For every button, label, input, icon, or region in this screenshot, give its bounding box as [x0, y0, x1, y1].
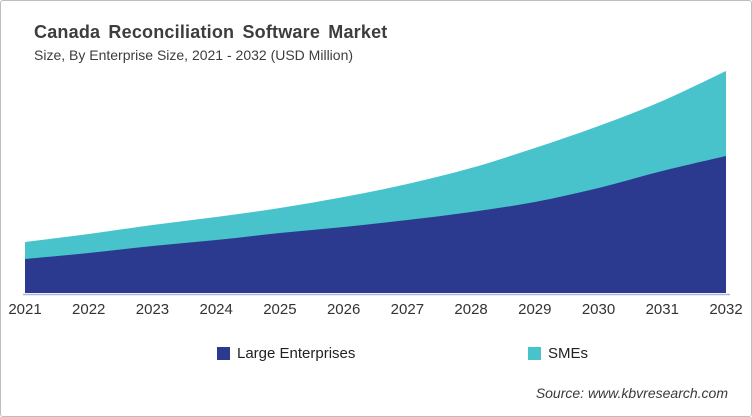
x-tick-label: 2027 — [390, 301, 425, 318]
x-tick-label: 2029 — [518, 301, 552, 318]
source-attribution: Source: www.kbvresearch.com — [535, 385, 728, 401]
legend-label-smes: SMEs — [548, 345, 589, 362]
x-tick-label: 2024 — [199, 301, 233, 318]
chart-subtitle: Size, By Enterprise Size, 2021 - 2032 (U… — [34, 47, 354, 63]
large-enterprises-swatch — [217, 347, 230, 360]
smes-swatch — [528, 347, 541, 360]
legend-item-large-enterprises: Large Enterprises — [217, 345, 355, 362]
x-tick-label: 2031 — [645, 301, 679, 318]
x-tick-label: 2032 — [709, 301, 743, 318]
x-tick-label: 2023 — [135, 301, 170, 318]
x-tick-label: 2028 — [454, 301, 488, 318]
x-tick-label: 2026 — [326, 301, 361, 318]
x-tick-label: 2025 — [263, 301, 297, 318]
legend-item-smes: SMEs — [528, 345, 588, 362]
chart-title: Canada Reconciliation Software Market — [34, 22, 388, 42]
x-tick-label: 2021 — [8, 301, 42, 318]
legend-label-large-enterprises: Large Enterprises — [237, 345, 356, 362]
x-tick-label: 2022 — [72, 301, 106, 318]
large-enterprises-area — [25, 156, 726, 293]
x-axis: 2021 2022 2023 2024 2025 2026 2027 2028 2029 2030… — [1, 301, 751, 321]
x-tick-label: 2030 — [581, 301, 616, 318]
